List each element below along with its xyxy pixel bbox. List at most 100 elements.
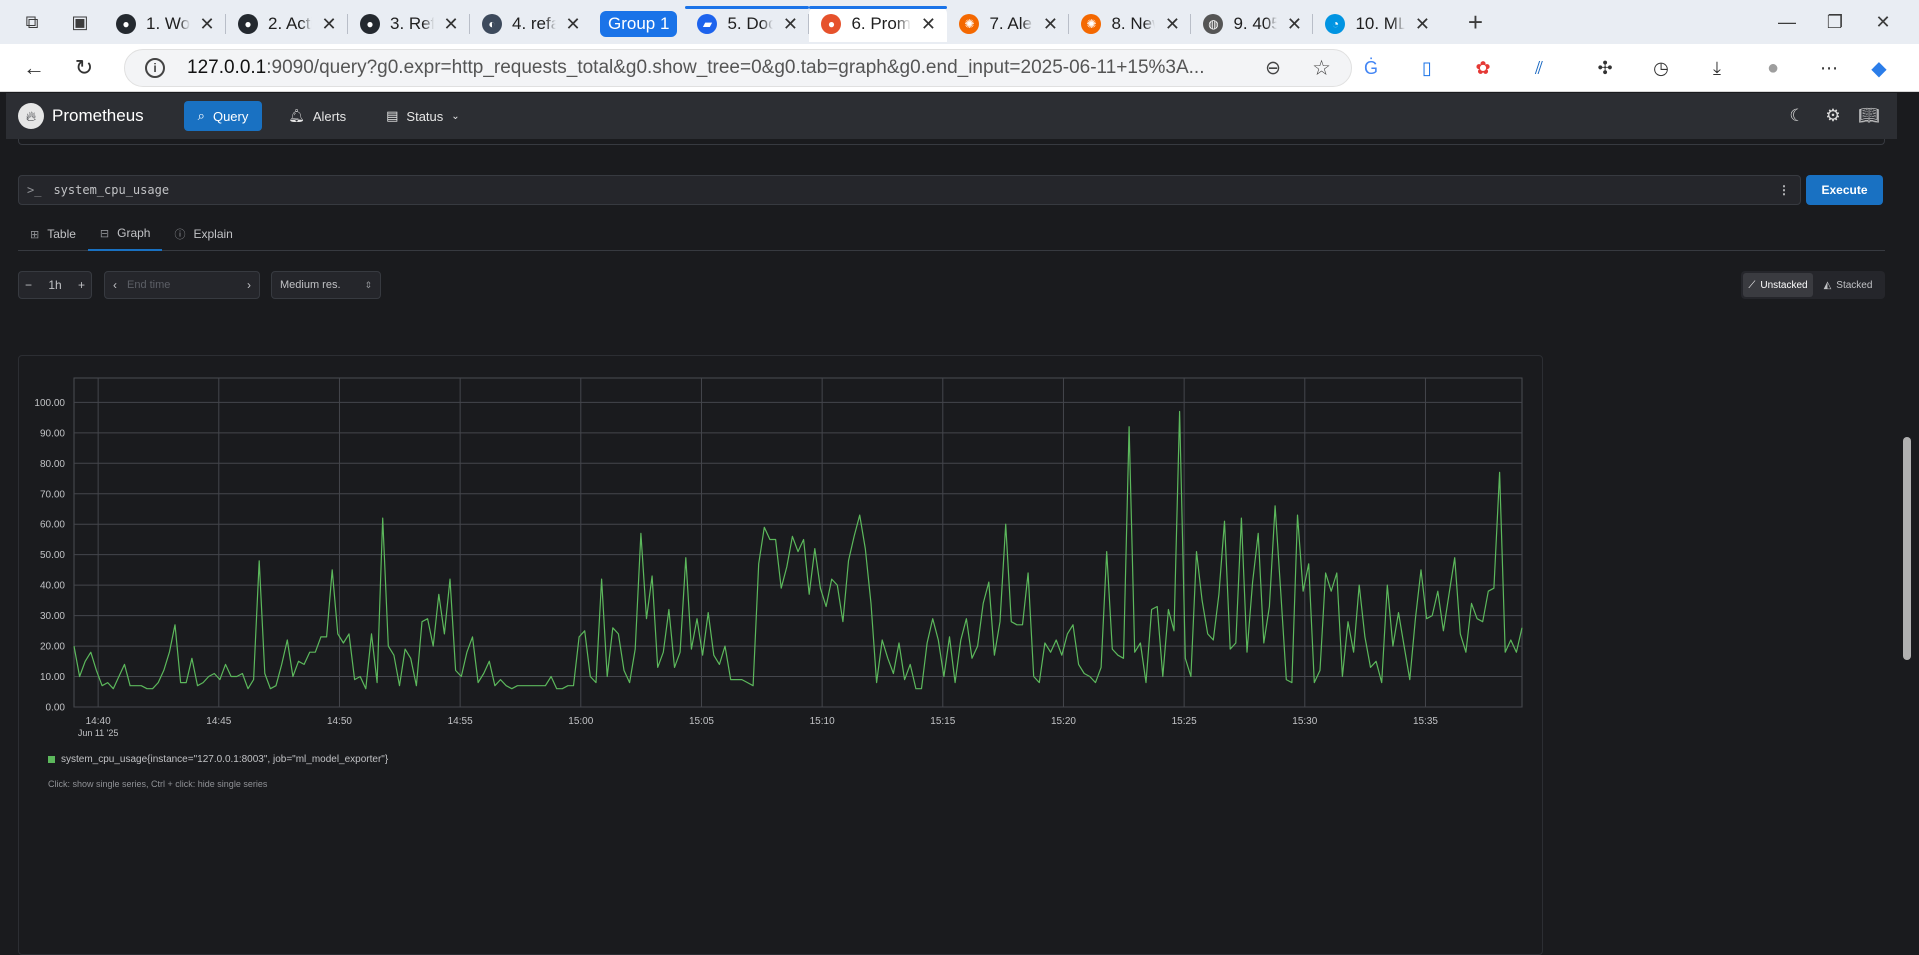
close-tab-icon[interactable]: ✕ [321,13,337,34]
docker-icon: ▰ [697,14,718,34]
x-tick-label: 14:45 [206,716,231,727]
x-tick-label: 15:25 [1172,716,1197,727]
y-tick-label: 100.00 [34,398,65,409]
nav-alerts[interactable]: 🔔︎ Alerts [274,101,360,131]
resolution-value: Medium res. [280,279,341,291]
tab-title: 9. 405 Me [1233,14,1278,33]
close-tab-icon[interactable]: ✕ [1042,13,1058,34]
prometheus-app: 🔥︎ Prometheus ⌕ Query 🔔︎ Alerts ▤ Status… [6,93,1897,955]
url-path: :9090/query?g0.expr=http_requests_total&… [266,57,1205,78]
profile-avatar-icon[interactable]: ● [1766,56,1780,79]
collections-icon[interactable]: ▯ [1422,57,1432,78]
github-icon: ● [360,14,380,34]
graph-icon: ⊟ [99,227,110,240]
graph-card: 0.00 10.00 20.00 30.00 40.00 50.00 60.00 70.00 8… [18,355,1543,955]
analytics-extension-icon[interactable]: ⫽ [1534,57,1544,78]
search-icon: ⌕ [197,108,205,123]
y-tick-label: 30.00 [40,611,65,622]
close-tab-icon[interactable]: ✕ [782,13,798,34]
copilot-icon[interactable]: ◆ [1871,57,1887,80]
browser-tab-2[interactable]: ● 2. Actions ✕ [226,6,348,42]
chevron-left-icon[interactable]: ‹ [113,278,117,292]
browser-tab-5[interactable]: ▰ 5. Docker ✕ [685,6,810,42]
end-time-input[interactable]: ‹ End time › [104,271,260,299]
tab-explain[interactable]: ⓘ Explain [162,217,244,251]
y-tick-label: 0.00 [46,703,66,714]
close-tab-icon[interactable]: ✕ [443,13,459,34]
brand[interactable]: 🔥︎ Prometheus [18,103,144,129]
query-expression-input[interactable]: >_ system_cpu_usage ⋮ [18,175,1801,205]
settings-gear-icon[interactable]: ⚙ [1825,106,1841,125]
close-tab-icon[interactable]: ✕ [199,13,215,34]
scrollbar-thumb[interactable] [1903,437,1911,660]
resolution-select[interactable]: Medium res. ⇕ [271,271,381,299]
tab-table[interactable]: ⊞ Table [18,217,88,251]
range-decrease-button[interactable]: − [25,278,33,292]
browser-tab-6-active[interactable]: ● 6. Promet ✕ [809,6,948,42]
prometheus-icon: ● [821,14,842,34]
url-field[interactable]: i 127.0.0.1:9090/query?g0.expr=http_requ… [124,49,1352,87]
unstacked-option[interactable]: ⟋ Unstacked [1743,273,1813,297]
site-info-icon[interactable]: i [145,58,165,78]
tab-title: 8. New ale [1111,14,1155,33]
browser-tab-3[interactable]: ● 3. Refanz ✕ [348,6,470,42]
browser-tab-7[interactable]: ✺ 7. Alerting ✕ [947,6,1070,42]
execute-button[interactable]: Execute [1806,175,1883,205]
close-tab-icon[interactable]: ✕ [1286,13,1302,34]
zoom-out-icon[interactable]: ⊖ [1265,57,1281,79]
x-tick-label: 15:35 [1413,716,1438,727]
page-scrollbar[interactable] [1901,92,1911,872]
prometheus-logo-icon: 🔥︎ [18,103,44,129]
more-menu-icon[interactable]: ⋯ [1820,57,1838,78]
x-tick-label: 15:15 [930,716,955,727]
nav-status[interactable]: ▤ Status ⌄ [372,101,474,131]
graph-controls: − 1h + ‹ End time › Medium res. ⇕ ⟋ Unst… [18,271,1885,299]
browser-tab-10[interactable]: ◔ 10. MLflo ✕ [1313,6,1441,42]
kebab-menu-icon[interactable]: ⋮ [1778,183,1790,197]
tab-graph[interactable]: ⊟ Graph [87,217,163,251]
browser-tab-9[interactable]: ◍ 9. 405 Me ✕ [1191,6,1314,42]
chevron-right-icon[interactable]: › [247,278,251,292]
translate-icon[interactable]: Ġ [1363,57,1378,78]
favorite-star-icon[interactable]: ☆ [1312,56,1331,80]
y-tick-label: 70.00 [40,489,65,500]
workspaces-icon[interactable]: ⧉ [25,11,39,32]
browser-tab-1[interactable]: ● 1. Workflo ✕ [104,6,226,42]
area-chart-icon: ◭ [1823,279,1832,291]
close-window-icon[interactable]: ✕ [1875,11,1891,32]
x-tick-label: 14:50 [327,716,352,727]
tab-group-chip[interactable]: Group 1 [600,11,678,37]
downloads-icon[interactable]: ⤓ [1713,57,1721,78]
range-increase-button[interactable]: + [77,278,85,292]
select-chevron-icon: ⇕ [364,279,372,290]
time-series-chart[interactable]: 0.00 10.00 20.00 30.00 40.00 50.00 60.00 70.00 8… [19,356,1544,736]
theme-toggle-moon-icon[interactable]: ☾ [1789,106,1805,125]
stacked-option[interactable]: ◭ Stacked [1813,273,1883,297]
nav-query[interactable]: ⌕ Query [183,101,263,131]
docs-book-icon[interactable]: 📖︎ [1858,106,1880,125]
info-circle-icon: ⓘ [174,229,186,241]
close-tab-icon[interactable]: ✕ [920,13,936,34]
top-navbar: 🔥︎ Prometheus ⌕ Query 🔔︎ Alerts ▤ Status… [6,93,1897,139]
previous-panel-edge [18,139,1885,145]
close-tab-icon[interactable]: ✕ [1414,13,1430,34]
history-icon[interactable]: ◷ [1653,57,1669,78]
extensions-icon[interactable]: ✣ [1597,57,1613,78]
back-icon[interactable]: ← [23,54,45,80]
legend-item[interactable]: system_cpu_usage{instance="127.0.0.1:800… [48,754,388,765]
tab-actions-icon[interactable]: ▣ [71,11,89,32]
browser-tab-8[interactable]: ✺ 8. New ale ✕ [1069,6,1192,42]
tab-title: 5. Docker [727,14,774,33]
unstacked-label: Unstacked [1760,279,1808,291]
browser-tab-4[interactable]: ◐ 4. refanzz ✕ [470,6,592,42]
close-tab-icon[interactable]: ✕ [1164,13,1180,34]
minimize-icon[interactable]: — [1778,11,1796,32]
tab-graph-label: Graph [117,226,151,240]
color-picker-icon[interactable]: ✿ [1475,57,1491,78]
range-value[interactable]: 1h [48,278,62,292]
reload-icon[interactable]: ↻ [74,54,94,80]
y-tick-label: 50.00 [40,550,65,561]
new-tab-icon[interactable]: + [1467,6,1484,37]
close-tab-icon[interactable]: ✕ [565,13,581,34]
restore-icon[interactable]: ❐ [1826,11,1844,32]
